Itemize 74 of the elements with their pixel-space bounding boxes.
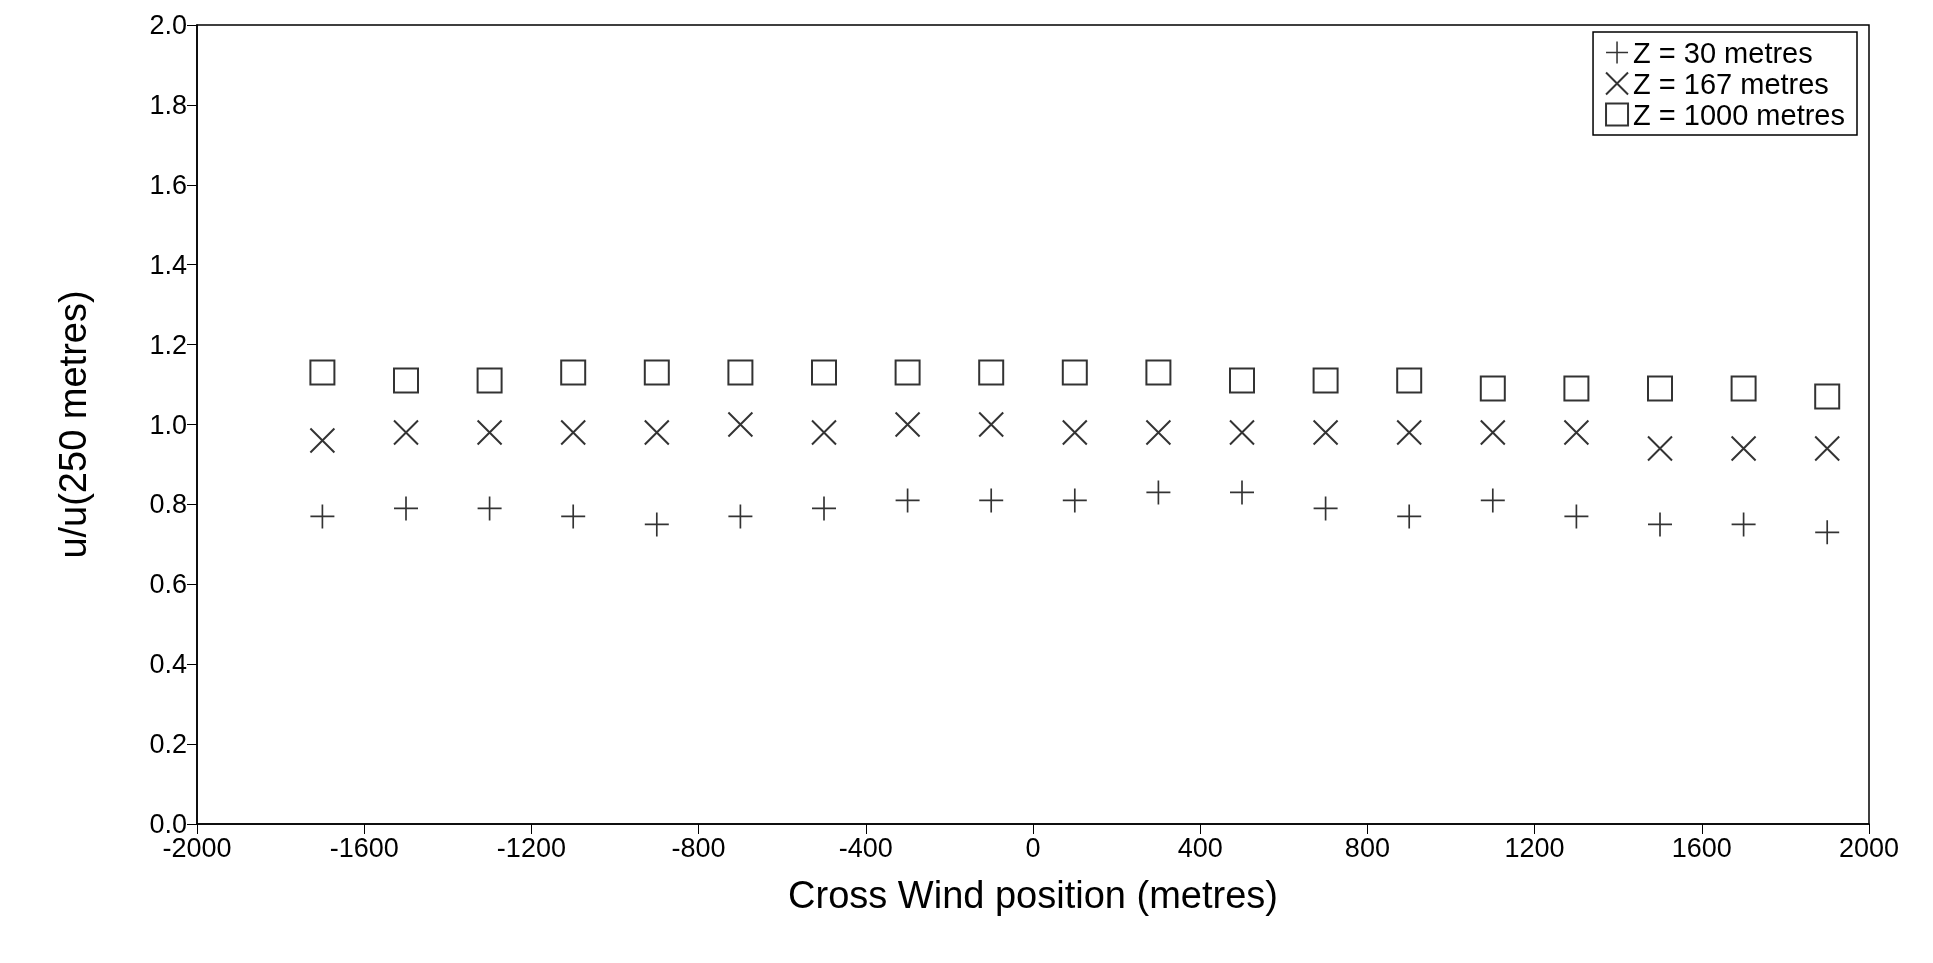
point: [1814, 383, 1841, 410]
point: [979, 488, 1004, 513]
point: [978, 359, 1005, 386]
point: [1480, 488, 1505, 513]
x-tick-label: 2000: [1838, 832, 1900, 863]
x-tick-label: -800: [671, 832, 726, 863]
point: [1647, 435, 1673, 462]
point: [1230, 480, 1254, 505]
legend-label: Z = 167 metres: [1633, 67, 1829, 100]
point: [309, 359, 336, 386]
x-tick-label: 0: [1025, 832, 1041, 863]
point: [1312, 367, 1339, 394]
point: [1479, 419, 1506, 446]
point: [393, 419, 419, 446]
point: [393, 367, 419, 394]
point: [812, 496, 836, 521]
point: [894, 359, 921, 386]
y-tick-label: 1.8: [149, 89, 187, 120]
y-tick-label: 1.0: [149, 409, 187, 440]
legend-label: Z = 30 metres: [1633, 36, 1813, 69]
x-tick-label: 1200: [1504, 832, 1565, 863]
x-tick-label: -1600: [329, 832, 399, 863]
y-tick-label: 1.2: [149, 329, 187, 360]
point: [1145, 419, 1172, 446]
point: [309, 427, 336, 454]
point: [643, 359, 670, 386]
point: [894, 411, 921, 438]
point: [727, 359, 754, 386]
point: [644, 512, 669, 537]
y-tick-label: 0.2: [149, 729, 187, 760]
y-tick-label: 0.8: [149, 489, 187, 520]
point: [1061, 419, 1088, 446]
point: [1563, 375, 1590, 402]
point: [1145, 359, 1172, 386]
point: [1647, 375, 1673, 402]
y-tick-label: 1.6: [149, 169, 187, 200]
x-tick-label: -1200: [496, 832, 566, 863]
point: [811, 419, 837, 446]
x-axis-title: Cross Wind position (metres): [788, 874, 1278, 916]
point: [1061, 359, 1088, 386]
point: [1396, 367, 1423, 394]
y-axis-title: u/u(250 metres): [52, 290, 94, 559]
point: [1396, 419, 1423, 446]
y-tick-label: 1.4: [149, 249, 187, 280]
y-tick-label: 0.4: [149, 649, 187, 680]
point: [1229, 367, 1255, 394]
point: [1229, 419, 1255, 446]
point: [811, 359, 837, 386]
point: [978, 411, 1005, 438]
point: [1563, 419, 1590, 446]
y-tick-label: 2.0: [149, 10, 187, 40]
x-tick-label: 1600: [1671, 832, 1732, 863]
point: [1062, 488, 1087, 513]
point: [1479, 375, 1506, 402]
y-tick-label: 0.6: [149, 569, 187, 600]
x-tick-label: 400: [1177, 832, 1223, 863]
point: [643, 419, 670, 446]
point: [1815, 520, 1840, 545]
point: [476, 419, 503, 446]
point: [476, 367, 503, 394]
point: [394, 496, 418, 521]
point: [1814, 435, 1841, 462]
point: [1730, 375, 1757, 402]
point: [561, 504, 586, 529]
x-tick-label: -400: [838, 832, 893, 863]
point: [560, 359, 587, 386]
x-tick-label: 800: [1344, 832, 1390, 863]
point: [1312, 419, 1339, 446]
point: [1397, 504, 1422, 529]
point: [560, 419, 587, 446]
point: [727, 411, 754, 438]
point: [1730, 435, 1757, 462]
legend-label: Z = 1000 metres: [1633, 98, 1846, 131]
point: [1648, 512, 1672, 537]
